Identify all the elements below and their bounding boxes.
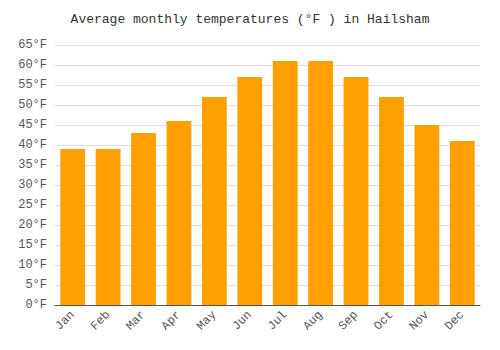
svg-text:Mar: Mar bbox=[123, 308, 148, 333]
svg-text:35°F: 35°F bbox=[18, 158, 47, 172]
svg-text:Jun: Jun bbox=[230, 308, 255, 333]
svg-text:May: May bbox=[194, 308, 219, 333]
svg-text:55°F: 55°F bbox=[18, 78, 47, 92]
svg-text:0°F: 0°F bbox=[25, 298, 47, 312]
svg-text:65°F: 65°F bbox=[18, 38, 47, 52]
svg-text:Jul: Jul bbox=[265, 308, 290, 333]
svg-text:10°F: 10°F bbox=[18, 258, 47, 272]
svg-text:Apr: Apr bbox=[159, 308, 184, 333]
svg-text:Average monthly temperatures (: Average monthly temperatures (°F ) in Ha… bbox=[71, 12, 430, 27]
svg-text:Aug: Aug bbox=[300, 308, 325, 333]
svg-text:Dec: Dec bbox=[442, 308, 467, 333]
svg-text:20°F: 20°F bbox=[18, 218, 47, 232]
svg-text:25°F: 25°F bbox=[18, 198, 47, 212]
svg-text:30°F: 30°F bbox=[18, 178, 47, 192]
svg-text:Feb: Feb bbox=[88, 308, 113, 333]
svg-text:60°F: 60°F bbox=[18, 58, 47, 72]
svg-text:45°F: 45°F bbox=[18, 118, 47, 132]
svg-text:15°F: 15°F bbox=[18, 238, 47, 252]
svg-text:50°F: 50°F bbox=[18, 98, 47, 112]
svg-text:40°F: 40°F bbox=[18, 138, 47, 152]
svg-text:Oct: Oct bbox=[371, 308, 396, 333]
svg-text:Sep: Sep bbox=[336, 308, 361, 333]
svg-text:Nov: Nov bbox=[407, 308, 432, 333]
svg-text:Jan: Jan bbox=[53, 308, 78, 333]
svg-text:5°F: 5°F bbox=[25, 278, 47, 292]
